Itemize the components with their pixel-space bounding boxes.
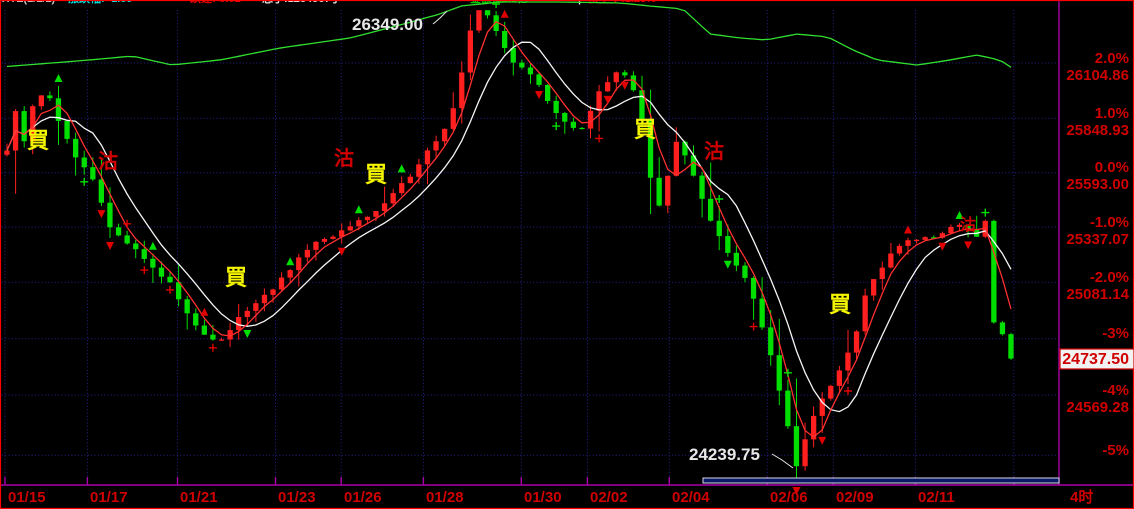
svg-text:沽: 沽 (98, 149, 118, 173)
svg-text:24239.75: 24239.75 (689, 445, 760, 464)
svg-text:沽: 沽 (334, 146, 354, 170)
svg-text:26349.00: 26349.00 (352, 15, 423, 34)
svg-text:4时: 4时 (1070, 489, 1093, 506)
svg-text:01/21: 01/21 (180, 489, 218, 506)
svg-text:買: 買 (634, 117, 656, 142)
svg-text:買: 買 (365, 162, 387, 187)
svg-text:-4%: -4% (1102, 382, 1129, 399)
svg-text:買: 買 (829, 292, 851, 317)
svg-text:01/15: 01/15 (8, 489, 46, 506)
svg-text:買: 買 (225, 265, 247, 290)
svg-text:24569.28: 24569.28 (1066, 399, 1129, 416)
svg-text:沽: 沽 (960, 215, 976, 234)
svg-text:買: 買 (27, 128, 49, 153)
svg-text:-5%: -5% (1102, 442, 1129, 459)
svg-text:02/06: 02/06 (770, 489, 808, 506)
svg-text:01/23: 01/23 (278, 489, 316, 506)
svg-text:02/11: 02/11 (918, 489, 955, 506)
svg-text:01/17: 01/17 (90, 489, 128, 506)
svg-text:25081.14: 25081.14 (1066, 286, 1129, 303)
svg-text:01/28: 01/28 (426, 489, 464, 506)
svg-text:01/26: 01/26 (344, 489, 382, 506)
svg-text:25337.07: 25337.07 (1066, 231, 1129, 248)
svg-text:-1.0%: -1.0% (1090, 214, 1129, 231)
svg-text:-3%: -3% (1102, 325, 1129, 342)
svg-text:01/30: 01/30 (524, 489, 562, 506)
svg-text:25848.93: 25848.93 (1066, 122, 1129, 139)
svg-text:25593.00: 25593.00 (1066, 176, 1129, 193)
svg-text:1.0%: 1.0% (1095, 105, 1129, 122)
svg-text:-2.0%: -2.0% (1090, 269, 1129, 286)
svg-text:2.0%: 2.0% (1095, 50, 1129, 67)
svg-text:24737.50: 24737.50 (1062, 351, 1129, 368)
svg-text:26104.86: 26104.86 (1066, 67, 1129, 84)
svg-text:02/04: 02/04 (672, 489, 710, 506)
svg-text:0.0%: 0.0% (1095, 159, 1129, 176)
svg-text:02/02: 02/02 (590, 489, 628, 506)
svg-text:沽: 沽 (704, 139, 724, 163)
svg-text:02/09: 02/09 (836, 489, 874, 506)
